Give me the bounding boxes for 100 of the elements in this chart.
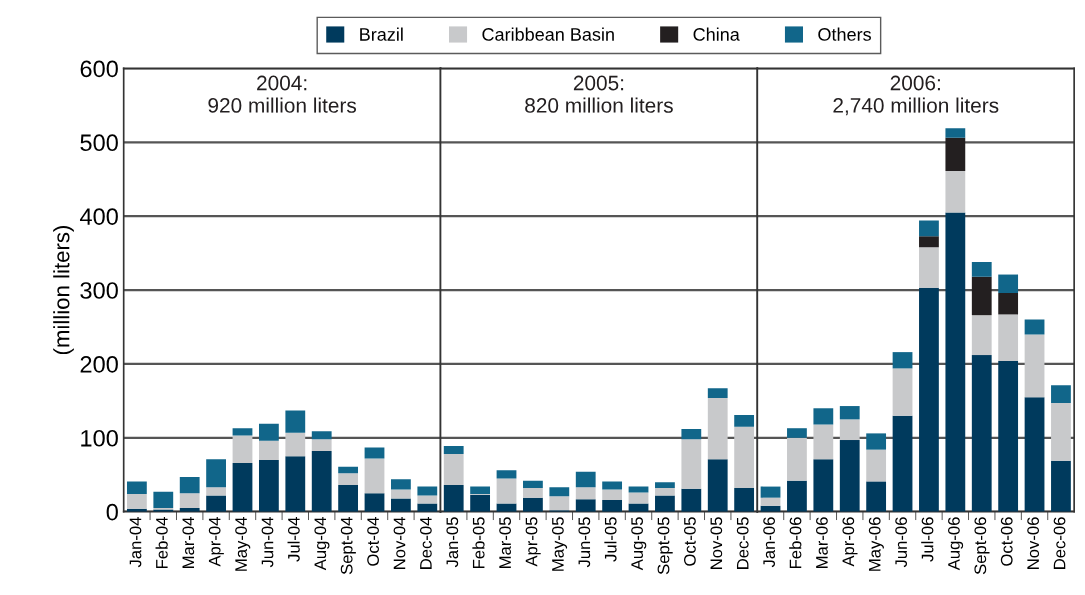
legend-label: Brazil bbox=[360, 27, 403, 41]
bar bbox=[206, 459, 226, 488]
x-tick-label: Nov-06 bbox=[1027, 517, 1040, 569]
bar bbox=[707, 388, 728, 398]
bar bbox=[998, 314, 1019, 361]
y-tick-label: 100 bbox=[81, 429, 118, 447]
x-tick-label: Mar-05 bbox=[499, 517, 511, 568]
x-tick-label: Jan-05 bbox=[446, 517, 459, 568]
bar bbox=[839, 419, 860, 441]
bar bbox=[787, 437, 807, 481]
bar bbox=[655, 495, 675, 512]
bar bbox=[311, 451, 332, 512]
bar bbox=[259, 459, 279, 512]
bar bbox=[179, 476, 200, 494]
bar bbox=[285, 456, 306, 512]
x-tick-label: Oct-06 bbox=[1000, 517, 1013, 566]
x-tick-label: Aug-05 bbox=[631, 517, 647, 571]
bar bbox=[285, 432, 306, 457]
bar bbox=[866, 481, 887, 512]
bar bbox=[734, 488, 755, 512]
bar bbox=[998, 274, 1019, 294]
bar bbox=[945, 171, 966, 213]
bar bbox=[602, 481, 623, 490]
bar bbox=[391, 479, 411, 490]
bar bbox=[1051, 385, 1071, 404]
bar bbox=[760, 486, 781, 498]
x-tick-label: Feb-06 bbox=[789, 517, 802, 568]
y-tick-label: 200 bbox=[80, 356, 118, 373]
bar bbox=[126, 481, 147, 494]
bar bbox=[470, 486, 491, 494]
bar bbox=[945, 212, 966, 512]
bar bbox=[206, 487, 226, 496]
annotation: 2005: 820 million liters bbox=[525, 75, 673, 113]
x-tick-label: Sept-04 bbox=[340, 517, 356, 575]
bar bbox=[945, 137, 966, 172]
x-tick-label: May-05 bbox=[551, 517, 568, 571]
bar bbox=[602, 499, 623, 512]
legend-label: Caribbean Basin bbox=[482, 27, 614, 41]
bar bbox=[417, 486, 438, 496]
x-tick-label: Dec-06 bbox=[1053, 517, 1066, 569]
bar bbox=[153, 491, 174, 509]
x-tick-label: Jan-04 bbox=[129, 517, 142, 568]
bar bbox=[1024, 319, 1045, 335]
x-tick-label: Feb-04 bbox=[155, 517, 168, 568]
bar bbox=[523, 497, 543, 512]
bar bbox=[945, 128, 966, 138]
x-tick-label: Apr-04 bbox=[208, 517, 224, 567]
bar bbox=[707, 459, 728, 512]
bar bbox=[311, 431, 332, 440]
bar bbox=[575, 487, 596, 500]
bar bbox=[681, 488, 702, 512]
bar bbox=[971, 315, 992, 356]
bar bbox=[998, 293, 1019, 315]
bar bbox=[549, 487, 570, 497]
bar bbox=[813, 424, 834, 460]
bar bbox=[971, 261, 992, 277]
y-tick-label: 400 bbox=[79, 208, 118, 225]
x-tick-label: Jun-06 bbox=[895, 517, 908, 568]
x-tick-label: Sept-05 bbox=[657, 517, 673, 575]
x-tick-label: Dec-05 bbox=[736, 517, 749, 569]
x-tick-label: Jun-04 bbox=[261, 517, 274, 568]
bar bbox=[1024, 397, 1045, 512]
bar bbox=[919, 236, 939, 248]
bar bbox=[232, 428, 253, 436]
bar bbox=[338, 485, 358, 512]
y-tick-label: 500 bbox=[80, 134, 118, 152]
bar bbox=[919, 247, 939, 288]
x-tick-label: Jun-05 bbox=[578, 517, 591, 568]
x-tick-label: Oct-05 bbox=[684, 517, 696, 566]
bar bbox=[839, 440, 860, 512]
x-tick-label: Apr-05 bbox=[525, 517, 541, 567]
bar bbox=[549, 496, 570, 511]
x-tick-label: Nov-04 bbox=[393, 517, 406, 569]
legend-label: Others bbox=[818, 27, 871, 41]
bar bbox=[417, 495, 438, 504]
bar bbox=[734, 426, 755, 489]
bar bbox=[232, 462, 253, 512]
x-tick-label: Mar-04 bbox=[182, 517, 195, 568]
x-tick-label: Dec-04 bbox=[419, 517, 432, 569]
bar bbox=[496, 478, 517, 504]
bar bbox=[338, 473, 358, 486]
bar bbox=[496, 470, 517, 479]
y-tick-label: 300 bbox=[80, 282, 118, 299]
bar bbox=[259, 440, 279, 460]
bar bbox=[681, 428, 702, 440]
annotation: 2004: 920 million liters bbox=[208, 75, 357, 113]
bar bbox=[575, 471, 596, 488]
bar bbox=[232, 435, 253, 463]
bar bbox=[602, 489, 623, 500]
x-tick-label: May-04 bbox=[235, 517, 251, 571]
bar bbox=[179, 493, 200, 509]
bar bbox=[919, 220, 939, 237]
bar bbox=[1051, 403, 1071, 461]
bar bbox=[391, 489, 411, 499]
bar bbox=[998, 360, 1019, 512]
x-tick-label: Jul-06 bbox=[921, 517, 934, 562]
bar bbox=[839, 406, 860, 420]
bar bbox=[523, 488, 543, 498]
bar bbox=[1051, 460, 1071, 512]
bar bbox=[628, 492, 649, 504]
